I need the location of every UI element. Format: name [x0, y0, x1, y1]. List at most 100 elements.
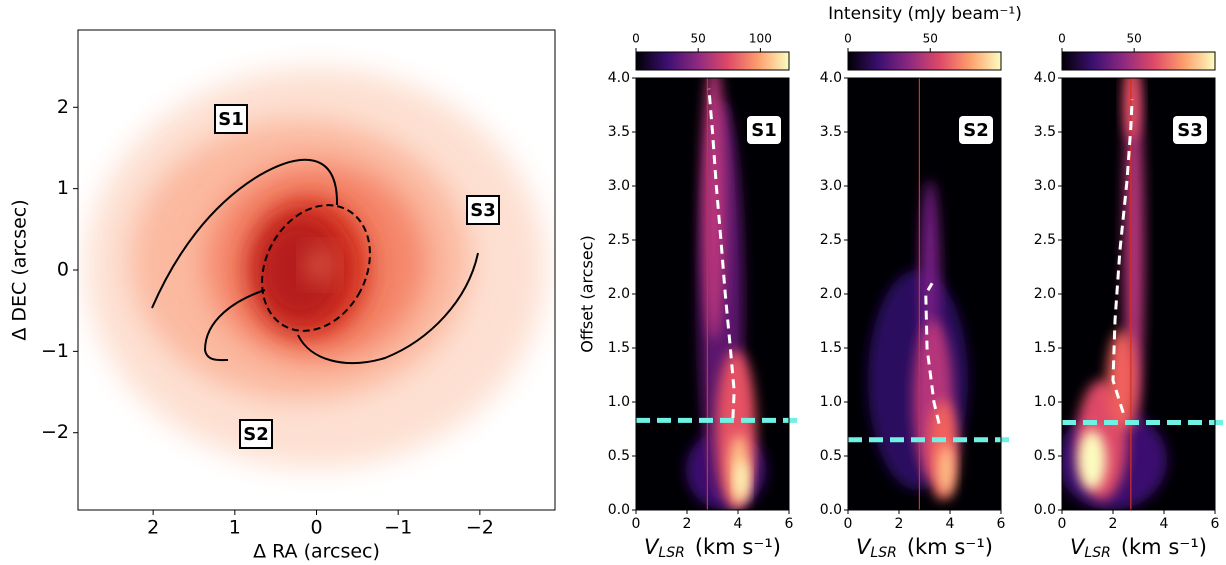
annotation: S2 — [243, 424, 269, 445]
x-tick-label: 0 — [1058, 516, 1067, 532]
y-tick-label: 2 — [57, 96, 69, 118]
label-box — [747, 116, 781, 144]
y-tick-label: −1 — [41, 340, 69, 362]
panel-label: S3 — [1177, 120, 1203, 141]
annotation-box — [466, 195, 500, 225]
pv-image — [1062, 78, 1215, 510]
emission — [736, 460, 748, 500]
y-axis-label: Offset (arcsec) — [578, 235, 597, 352]
colorbar — [847, 51, 1002, 71]
y-tick-label: 4.0 — [820, 70, 842, 86]
spiral-model — [151, 158, 479, 365]
panel-label: S1 — [751, 120, 777, 141]
y-tick-label: 1 — [57, 177, 69, 199]
y-tick-label: 1.5 — [820, 340, 842, 356]
x-label-subscript: LSR — [658, 545, 684, 561]
y-tick-label: 0.0 — [1034, 502, 1056, 518]
x-tick-label: 2 — [147, 517, 159, 539]
x-tick-label: 4 — [734, 516, 743, 532]
x-tick-label: 4 — [946, 516, 955, 532]
model-curve — [1111, 99, 1134, 414]
y-tick-label: 0.5 — [1034, 448, 1056, 464]
y-tick-label: 3.0 — [608, 178, 630, 194]
y-tick-label: 3.0 — [820, 178, 842, 194]
y-tick-label: 1.0 — [820, 394, 842, 410]
x-tick-label: 0 — [844, 516, 853, 532]
y-tick-label: 0.5 — [820, 448, 842, 464]
x-label-unit: (km s⁻¹) — [1121, 535, 1207, 559]
y-tick-label: 1.5 — [608, 340, 630, 356]
y-tick-label: 2.0 — [820, 286, 842, 302]
x-axis-label: VLSR (km s⁻¹) — [1070, 535, 1207, 561]
y-tick-label: 0.0 — [820, 502, 842, 518]
emission — [1078, 430, 1106, 490]
y-tick-label: 3.5 — [608, 124, 630, 140]
colorbar-tick-label: 50 — [923, 32, 938, 46]
emission — [702, 78, 726, 340]
y-tick-label: 4.0 — [1034, 70, 1056, 86]
model-curve — [707, 88, 736, 419]
y-tick-label: 2.0 — [1034, 286, 1056, 302]
x-label-symbol: V — [856, 535, 872, 559]
colorbar-tick-label: 50 — [1127, 32, 1142, 46]
colorbar-title: Intensity (mJy beam⁻¹) — [828, 4, 1022, 24]
y-tick-label: 3.0 — [1034, 178, 1056, 194]
x-label-subscript: LSR — [870, 545, 896, 561]
x-axis-label: VLSR (km s⁻¹) — [644, 535, 781, 561]
ring — [261, 204, 371, 332]
x-label-subscript: LSR — [1084, 545, 1110, 561]
label-box — [1173, 116, 1207, 144]
y-tick-label: 3.5 — [1034, 124, 1056, 140]
y-tick-label: 0.0 — [608, 502, 630, 518]
y-tick-label: 3.5 — [820, 124, 842, 140]
label-box — [959, 116, 993, 144]
emission — [308, 251, 332, 279]
y-tick-label: 1.0 — [1034, 394, 1056, 410]
emission — [938, 445, 954, 495]
arm-1 — [151, 158, 339, 309]
panel-label: S2 — [963, 120, 989, 141]
y-tick-label: 4.0 — [608, 70, 630, 86]
panels: 2 1 0 −1 −2 −2 −1 0 1 2 Δ RA (arcsec) Δ DEC (arcsec… — [9, 29, 1225, 563]
x-tick-label: 0 — [310, 517, 322, 539]
x-tick-label: 0 — [632, 516, 641, 532]
colorbar — [1061, 51, 1216, 71]
x-tick-label: 2 — [683, 516, 692, 532]
colorbar-tick-label: 50 — [691, 32, 706, 46]
x-label-symbol: V — [644, 535, 660, 559]
x-tick-label: 6 — [997, 516, 1006, 532]
arm-2 — [203, 289, 266, 362]
y-tick-label: 2.5 — [1034, 232, 1056, 248]
colorbar-tick-label: 0 — [844, 32, 852, 46]
x-tick-label: −2 — [466, 517, 494, 539]
colorbar-tick-label: 0 — [632, 32, 640, 46]
emission — [1107, 330, 1137, 430]
colorbar-tick-label: 100 — [749, 32, 772, 46]
x-tick-label: 4 — [1160, 516, 1169, 532]
x-tick-label: 2 — [1109, 516, 1118, 532]
x-label-unit: (km s⁻¹) — [695, 535, 781, 559]
y-tick-label: 0.5 — [608, 448, 630, 464]
y-tick-label: 2.5 — [820, 232, 842, 248]
y-tick-label: 2.0 — [608, 286, 630, 302]
annotation-box — [214, 104, 248, 134]
arm-3 — [297, 252, 479, 365]
x-tick-label: 2 — [895, 516, 904, 532]
x-tick-label: −1 — [384, 517, 412, 539]
y-tick-label: 1.0 — [608, 394, 630, 410]
y-tick-label: −2 — [41, 421, 69, 443]
pv-image — [636, 78, 789, 510]
y-tick-label: 1.5 — [1034, 340, 1056, 356]
annotation: S1 — [218, 109, 244, 130]
emission — [255, 215, 345, 325]
y-tick-label: 0 — [57, 259, 69, 281]
x-axis-label: VLSR (km s⁻¹) — [856, 535, 993, 561]
x-label-unit: (km s⁻¹) — [907, 535, 993, 559]
x-tick-label: 1 — [229, 517, 241, 539]
x-tick-label: 6 — [1211, 516, 1220, 532]
y-tick-label: 2.5 — [608, 232, 630, 248]
annotation: S3 — [470, 200, 496, 221]
map — [86, 68, 546, 468]
x-axis-label: Δ RA (arcsec) — [253, 541, 380, 563]
model-curve — [924, 282, 941, 424]
